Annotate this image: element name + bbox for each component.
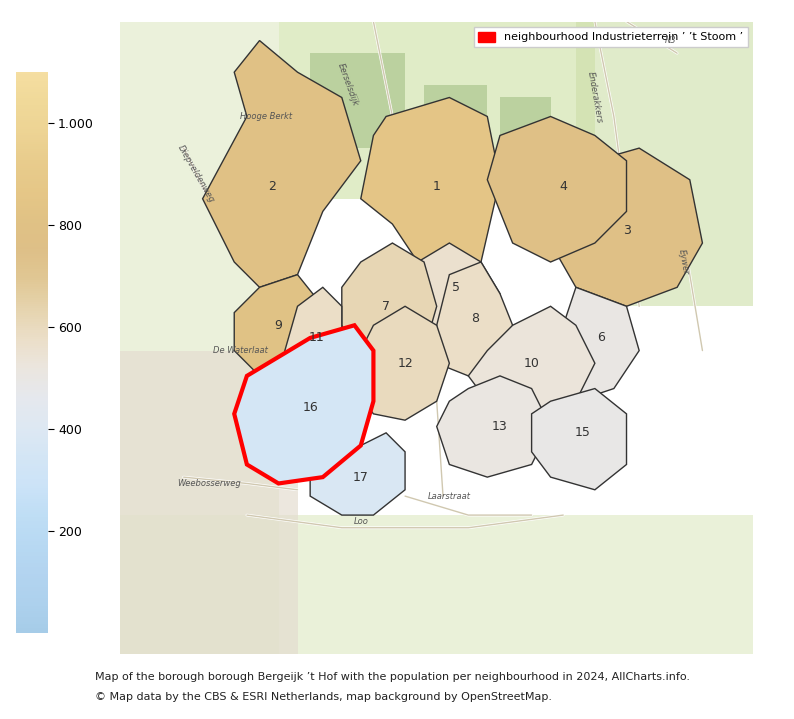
Text: 2: 2	[268, 180, 276, 193]
Polygon shape	[121, 351, 298, 654]
Text: 8: 8	[471, 313, 479, 326]
Text: Map of the borough borough Bergeijk ’t Hof with the population per neighbourhood: Map of the borough borough Bergeijk ’t H…	[95, 672, 690, 682]
Polygon shape	[576, 22, 753, 306]
Polygon shape	[468, 306, 595, 414]
Text: 4: 4	[559, 180, 567, 193]
Text: 17: 17	[353, 471, 368, 484]
Text: 1: 1	[433, 180, 441, 193]
Text: 5: 5	[452, 281, 460, 294]
Polygon shape	[424, 85, 488, 180]
Text: 7: 7	[382, 300, 390, 313]
Polygon shape	[500, 98, 550, 161]
Text: 13: 13	[492, 420, 508, 433]
Text: 6: 6	[597, 331, 605, 344]
Polygon shape	[310, 433, 405, 515]
Text: Weebosserweg: Weebosserweg	[177, 479, 241, 488]
Polygon shape	[202, 40, 360, 288]
Polygon shape	[354, 306, 449, 420]
Polygon shape	[437, 262, 513, 376]
Polygon shape	[285, 288, 341, 376]
Polygon shape	[550, 288, 639, 401]
Text: Enderakkers: Enderakkers	[586, 71, 604, 124]
Polygon shape	[532, 388, 626, 490]
Polygon shape	[341, 243, 437, 370]
Text: Laarstraat: Laarstraat	[428, 492, 471, 500]
Legend: neighbourhood Industrieterrein ’ ’t Stoom ’: neighbourhood Industrieterrein ’ ’t Stoo…	[474, 27, 747, 47]
Text: Hooge Berkt: Hooge Berkt	[240, 112, 292, 121]
Text: 12: 12	[397, 357, 413, 370]
Text: Eywer: Eywer	[676, 249, 690, 275]
Text: Loo: Loo	[353, 517, 368, 526]
Polygon shape	[550, 148, 703, 306]
Text: 10: 10	[524, 357, 540, 370]
Text: Eerselsdijk: Eerselsdijk	[336, 62, 360, 108]
Text: Diepveldenweg: Diepveldenweg	[176, 143, 217, 203]
Text: 3: 3	[622, 224, 630, 237]
Polygon shape	[234, 275, 323, 376]
Polygon shape	[121, 515, 753, 654]
Text: N3: N3	[665, 36, 676, 45]
Text: 16: 16	[303, 401, 318, 414]
Polygon shape	[405, 243, 500, 338]
Text: 15: 15	[574, 426, 590, 439]
Polygon shape	[310, 53, 405, 148]
Polygon shape	[488, 116, 626, 262]
Polygon shape	[121, 22, 279, 654]
Text: 9: 9	[275, 319, 283, 331]
Text: De Waterlaat: De Waterlaat	[213, 346, 268, 355]
Polygon shape	[437, 376, 550, 477]
Polygon shape	[234, 325, 373, 483]
Polygon shape	[279, 22, 595, 198]
Text: 11: 11	[309, 331, 325, 344]
Polygon shape	[360, 98, 500, 275]
Text: © Map data by the CBS & ESRI Netherlands, map background by OpenStreetMap.: © Map data by the CBS & ESRI Netherlands…	[95, 692, 553, 702]
